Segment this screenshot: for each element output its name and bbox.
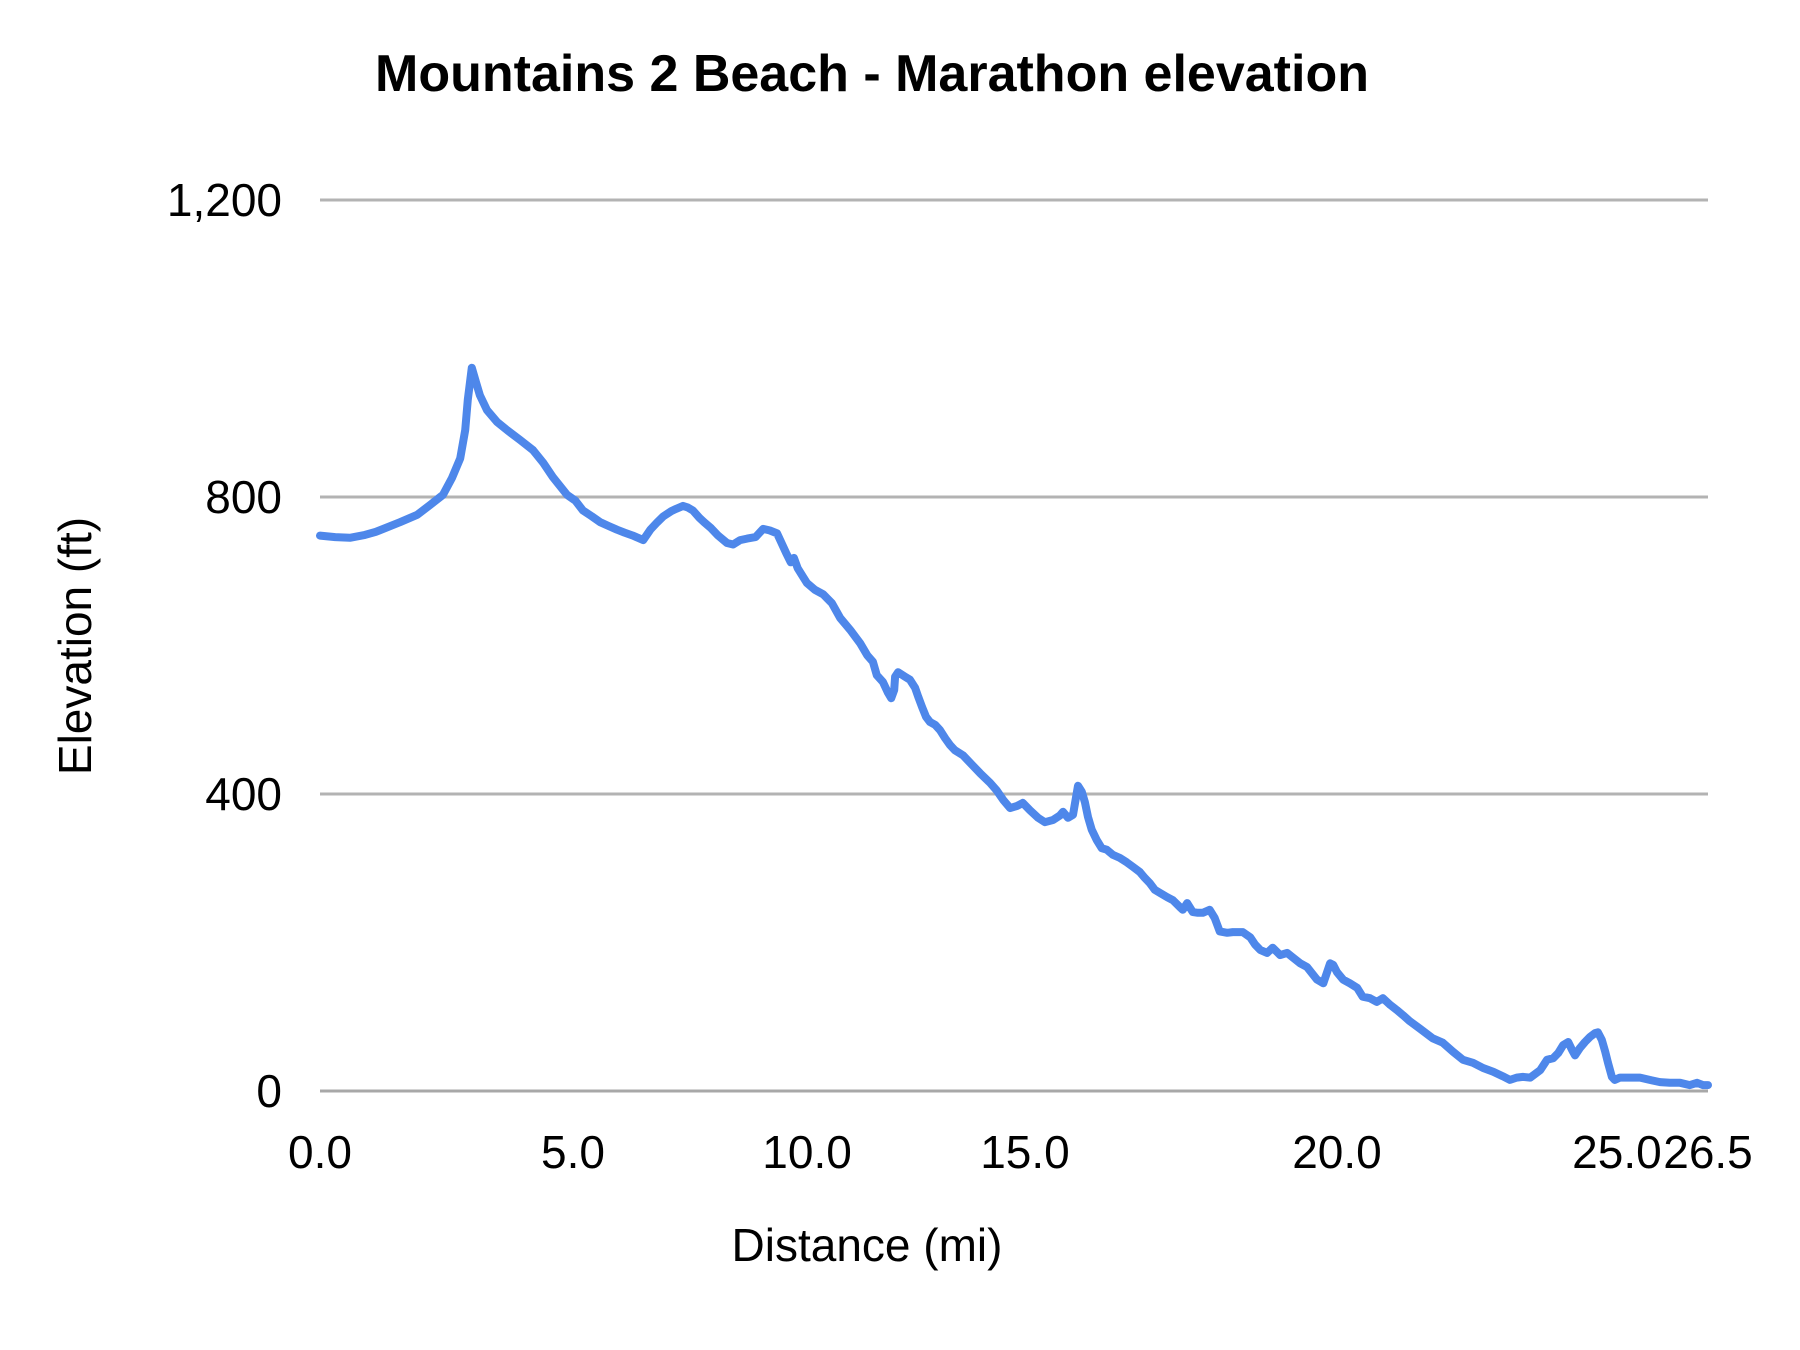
chart-title: Mountains 2 Beach - Marathon elevation bbox=[375, 45, 1369, 103]
y-tick-label: 1,200 bbox=[167, 174, 282, 226]
x-tick-label: 10.0 bbox=[762, 1126, 852, 1178]
x-tick-label: 25.0 bbox=[1572, 1126, 1662, 1178]
y-tick-label: 800 bbox=[205, 471, 282, 523]
x-tick-label: 15.0 bbox=[980, 1126, 1070, 1178]
x-tick-label: 5.0 bbox=[541, 1126, 605, 1178]
x-tick-label: 26.5 bbox=[1663, 1126, 1753, 1178]
x-tick-label: 20.0 bbox=[1292, 1126, 1382, 1178]
elevation-line bbox=[316, 363, 1712, 1090]
y-axis-title: Elevation (ft) bbox=[49, 516, 101, 776]
x-axis-title: Distance (mi) bbox=[731, 1219, 1003, 1271]
x-tick-label: 0.0 bbox=[288, 1126, 352, 1178]
y-tick-label: 0 bbox=[256, 1065, 282, 1117]
y-tick-label: 400 bbox=[205, 768, 282, 820]
